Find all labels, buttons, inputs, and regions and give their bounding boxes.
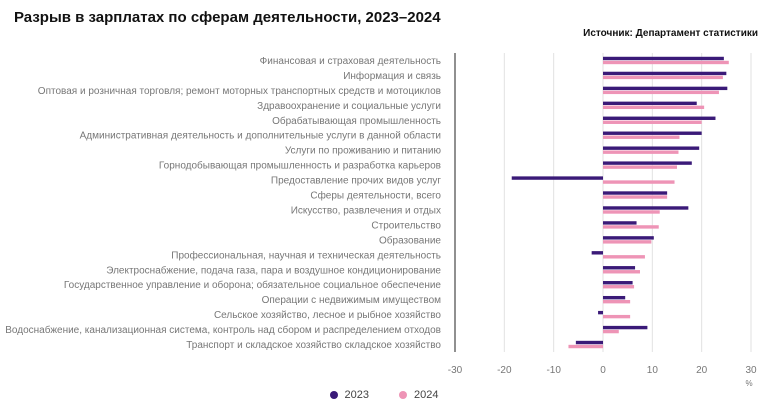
legend-label: 2023 (344, 389, 369, 401)
source-note: Источник: Департамент статистики (583, 28, 758, 39)
category-label: Информация и связь (343, 70, 441, 82)
bar-2024[interactable] (603, 225, 659, 229)
category-label: Государственное управление и оборона; об… (64, 279, 442, 291)
category-label: Услуги по проживанию и питанию (285, 146, 442, 157)
bar-2023[interactable] (603, 295, 626, 300)
category-label: Сферы деятельности, всего (310, 190, 441, 202)
bar-2023[interactable] (603, 266, 636, 270)
category-label: Сельское хозяйство, лесное и рыбное хозя… (214, 309, 441, 321)
bar-2023[interactable] (575, 340, 603, 345)
bar-2024[interactable] (568, 344, 603, 349)
x-tick-label: 30 (745, 365, 757, 376)
category-label: Горнодобывающая промышленность и разрабо… (159, 160, 441, 172)
category-label: Здравоохранение и социальные услуги (257, 101, 441, 112)
bar-2023[interactable] (603, 56, 724, 61)
bar-2023[interactable] (603, 206, 689, 210)
bar-2024[interactable] (603, 135, 680, 139)
category-label: Финансовая и страховая деятельность (260, 56, 441, 67)
category-label: Строительство (371, 220, 441, 231)
category-label: Искусство, развлечения и отдых (291, 205, 441, 216)
legend-label: 2024 (414, 389, 439, 401)
bar-2024[interactable] (603, 75, 723, 80)
bar-2023[interactable] (511, 176, 603, 180)
bar-2024[interactable] (603, 210, 660, 214)
bar-2023[interactable] (603, 146, 700, 150)
bar-2024[interactable] (603, 299, 631, 304)
bar-2024[interactable] (603, 60, 729, 65)
bar-2023[interactable] (603, 221, 637, 225)
bar-2023[interactable] (603, 131, 702, 135)
bar-2024[interactable] (603, 105, 705, 110)
legend-item-2023[interactable]: 2023 (329, 389, 369, 401)
bar-2023[interactable] (603, 236, 654, 240)
x-tick-label: -30 (448, 365, 463, 376)
category-label: Профессиональная, научная и техническая … (171, 249, 441, 261)
bar-2023[interactable] (603, 116, 716, 120)
chart-legend: 2023 2024 (0, 389, 768, 401)
bar-2024[interactable] (603, 150, 679, 154)
chart-title: Разрыв в зарплатах по сферам деятельност… (14, 9, 441, 26)
bar-2024[interactable] (603, 270, 640, 274)
bar-2023[interactable] (603, 71, 727, 76)
bar-2024[interactable] (603, 165, 677, 169)
category-label: Операции с недвижимым имуществом (262, 295, 442, 306)
bar-2023[interactable] (598, 310, 603, 315)
x-tick-label: -20 (497, 365, 512, 376)
bar-2024[interactable] (603, 195, 668, 199)
bar-2023[interactable] (591, 251, 603, 255)
bar-2024[interactable] (603, 180, 675, 184)
bar-2023[interactable] (603, 191, 668, 195)
bar-2024[interactable] (603, 120, 702, 124)
x-tick-label: -10 (546, 365, 561, 376)
bar-2023[interactable] (603, 161, 692, 165)
x-tick-label: 0 (600, 365, 606, 376)
bar-2024[interactable] (603, 240, 652, 244)
category-label: Административная деятельность и дополнит… (80, 130, 441, 142)
legend-dot-icon (399, 391, 407, 399)
x-axis-unit: % (745, 379, 752, 388)
bar-2023[interactable] (603, 281, 633, 285)
legend-item-2024[interactable]: 2024 (399, 389, 438, 401)
bar-2023[interactable] (603, 325, 648, 330)
legend-dot-icon (329, 391, 338, 399)
bar-chart: Финансовая и страховая деятельность Инфор… (5, 53, 757, 388)
bar-2024[interactable] (603, 285, 635, 289)
category-label: Водоснабжение, канализационная система, … (5, 324, 441, 336)
category-label: Оптовая и розничная торговля; ремонт мот… (38, 86, 441, 97)
x-tick-label: 20 (696, 365, 708, 376)
bar-2024[interactable] (603, 314, 631, 319)
bar-2023[interactable] (603, 86, 728, 91)
category-label: Предоставление прочих видов услуг (271, 176, 441, 187)
bar-2023[interactable] (603, 101, 697, 106)
bar-2024[interactable] (603, 90, 719, 95)
category-label: Электроснабжение, подача газа, пара и во… (106, 264, 441, 276)
bar-2024[interactable] (603, 329, 619, 334)
x-tick-label: 10 (647, 365, 659, 376)
category-label: Транспорт и складское хозяйство складско… (186, 340, 441, 351)
category-label: Обрабатывающая промышленность (272, 115, 441, 127)
bar-2024[interactable] (603, 255, 645, 259)
category-label: Образование (379, 234, 441, 246)
